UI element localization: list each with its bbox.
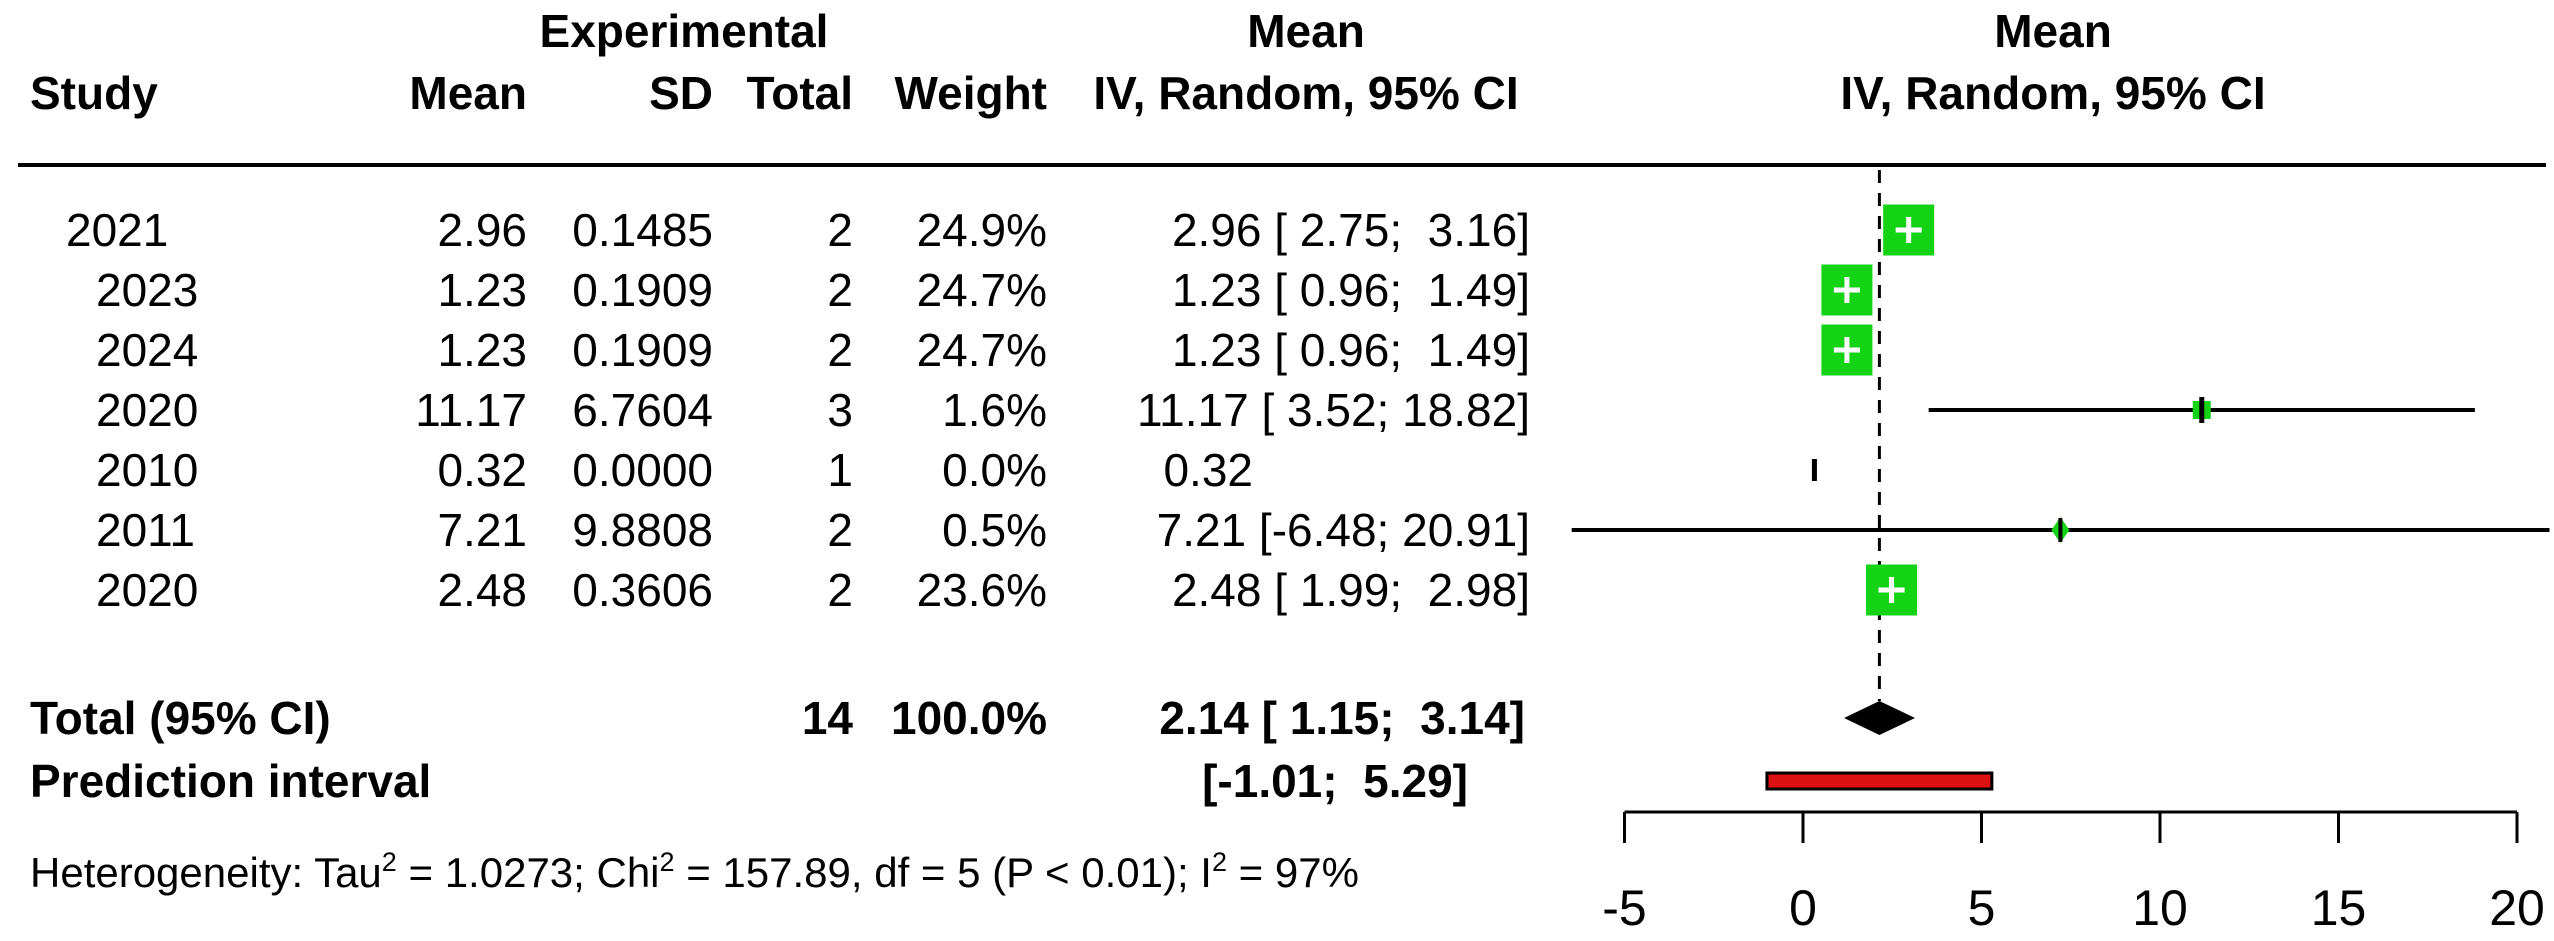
mean-value: 2.96 [437, 204, 527, 256]
total-column-header: Total [746, 67, 853, 119]
sd-value: 0.1485 [572, 204, 713, 256]
group-header-experimental: Experimental [539, 5, 829, 57]
tau-superscript: 2 [381, 847, 397, 877]
prediction-interval-bar [1765, 771, 1994, 791]
weight-value: 0.0% [942, 444, 1047, 496]
total-value: 2 [827, 264, 853, 316]
ci-text: 0.32 [1163, 444, 1253, 496]
mean-value: 0.32 [437, 444, 527, 496]
ci-text: 2.48 [ 1.99; 2.98] [1171, 564, 1530, 616]
prediction-interval-label: Prediction interval [30, 755, 432, 807]
mean-column-header: Mean [409, 67, 527, 119]
study-label: 2023 [96, 264, 199, 316]
x-axis-tick-label: -5 [1602, 880, 1646, 936]
sd-value: 0.3606 [572, 564, 713, 616]
weight-column-header: Weight [894, 67, 1047, 119]
weight-value: 24.7% [916, 324, 1047, 376]
weight-value: 24.9% [916, 204, 1047, 256]
total-row-ci: 2.14 [ 1.15; 3.14] [1159, 692, 1525, 744]
total-value: 1 [827, 444, 853, 496]
study-label: 2021 [66, 204, 169, 256]
heterogeneity-part: = 157.89, df = 5 (P < 0.01); I [674, 849, 1212, 896]
study-label: 2020 [96, 564, 199, 616]
ci-text: 2.96 [ 2.75; 3.16] [1171, 204, 1530, 256]
x-axis-tick-label: 10 [2132, 880, 2188, 936]
study-label: 2010 [96, 444, 199, 496]
prediction-interval-ci: [-1.01; 5.29] [1202, 755, 1468, 807]
sd-value: 0.1909 [572, 324, 713, 376]
sd-value: 0.1909 [572, 264, 713, 316]
sd-column-header: SD [649, 67, 713, 119]
mean-value: 7.21 [437, 504, 527, 556]
mean-value: 1.23 [437, 264, 527, 316]
total-value: 2 [827, 204, 853, 256]
ci-text: 11.17 [ 3.52; 18.82] [1136, 384, 1530, 436]
weight-value: 1.6% [942, 384, 1047, 436]
mean-value: 2.48 [437, 564, 527, 616]
x-axis-tick-label: 20 [2489, 880, 2545, 936]
total-row-n: 14 [801, 692, 853, 744]
x-axis-tick-label: 0 [1789, 880, 1817, 936]
study-label: 2020 [96, 384, 199, 436]
heterogeneity-part: = 97% [1227, 849, 1359, 896]
study-column-header: Study [30, 67, 158, 119]
sd-value: 6.7604 [572, 384, 713, 436]
total-value: 3 [827, 384, 853, 436]
plot-column-header-line1: Mean [1994, 5, 2112, 57]
i2-superscript: 2 [1211, 847, 1228, 877]
total-value: 2 [827, 564, 853, 616]
header-rule [18, 163, 2546, 167]
effect-column-header-line2: IV, Random, 95% CI [1093, 67, 1519, 119]
mean-value: 11.17 [415, 384, 527, 436]
sd-value: 0.0000 [572, 444, 713, 496]
effect-column-header-line1: Mean [1247, 5, 1365, 57]
total-row-weight: 100.0% [890, 692, 1047, 744]
weight-value: 23.6% [916, 564, 1047, 616]
plot-column-header-line2: IV, Random, 95% CI [1840, 67, 2266, 119]
chi-superscript: 2 [659, 847, 675, 877]
study-label: 2011 [96, 504, 195, 556]
ci-text: 1.23 [ 0.96; 1.49] [1171, 264, 1530, 316]
weight-value: 0.5% [942, 504, 1047, 556]
total-row-label: Total (95% CI) [30, 692, 331, 744]
total-value: 2 [827, 504, 853, 556]
study-label: 2024 [96, 324, 199, 376]
ci-text: 7.21 [-6.48; 20.91] [1156, 504, 1530, 556]
x-axis-tick-label: 15 [2311, 880, 2367, 936]
total-diamond [1844, 701, 1916, 735]
heterogeneity-text: Heterogeneity: Tau2 = 1.0273; Chi2 = 157… [30, 847, 1359, 903]
x-axis-tick-label: 5 [1968, 880, 1996, 936]
mean-value: 1.23 [437, 324, 527, 376]
weight-value: 24.7% [916, 264, 1047, 316]
total-value: 2 [827, 324, 853, 376]
heterogeneity-part: = 1.0273; Chi [396, 849, 660, 896]
heterogeneity-part: Heterogeneity: Tau [30, 849, 382, 896]
sd-value: 9.8808 [572, 504, 713, 556]
ci-text: 1.23 [ 0.96; 1.49] [1171, 324, 1530, 376]
